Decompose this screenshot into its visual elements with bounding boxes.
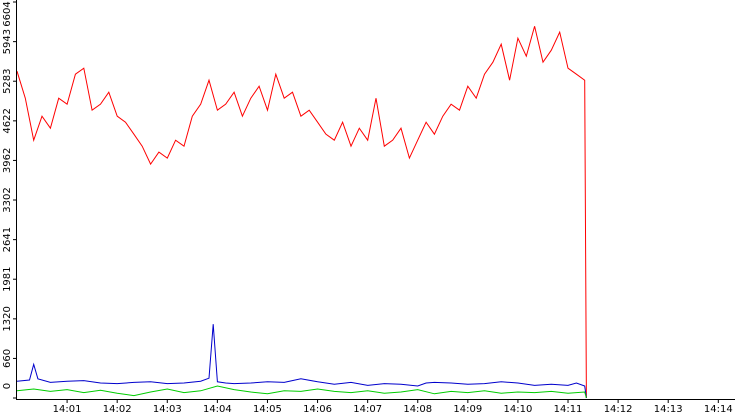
series-line-2 [16,385,587,399]
x-tick-label: 14:03 [153,404,182,415]
x-tick-label: 14:04 [203,404,232,415]
y-tick-label: 3962 [2,148,13,173]
y-tick-label: 3302 [2,187,13,212]
x-tick-label: 14:02 [103,404,132,415]
y-axis-ticks: 0 660 1320 1981 2641 3302 3962 4622 5283 5943 6604 [2,1,17,399]
y-tick-label: 660 [2,349,13,368]
y-tick-label: 5943 [2,29,13,54]
y-tick-label: 1320 [2,306,13,331]
x-tick-label: 14:01 [53,404,82,415]
x-tick-label: 14:11 [554,404,583,415]
y-tick-label: 6604 [2,1,13,26]
x-tick-label: 14:09 [453,404,482,415]
series-line-0 [16,26,587,399]
x-tick-label: 14:07 [353,404,382,415]
y-tick-label: 0 [2,383,13,389]
y-tick-label: 4622 [2,108,13,133]
x-tick-label: 14:14 [704,404,733,415]
x-axis-ticks: 14:01 14:02 14:03 14:04 14:05 14:06 14:07 14:08… [53,399,733,415]
y-tick-label: 5283 [2,68,13,93]
x-tick-label: 14:10 [504,404,533,415]
y-tick-label: 1981 [2,266,13,291]
x-tick-label: 14:13 [654,404,683,415]
x-tick-label: 14:05 [253,404,282,415]
series-layer [16,26,587,399]
series-line-1 [16,324,587,399]
y-tick-label: 2641 [2,227,13,252]
x-tick-label: 14:12 [604,404,633,415]
x-tick-label: 14:06 [303,404,332,415]
x-tick-label: 14:08 [403,404,432,415]
